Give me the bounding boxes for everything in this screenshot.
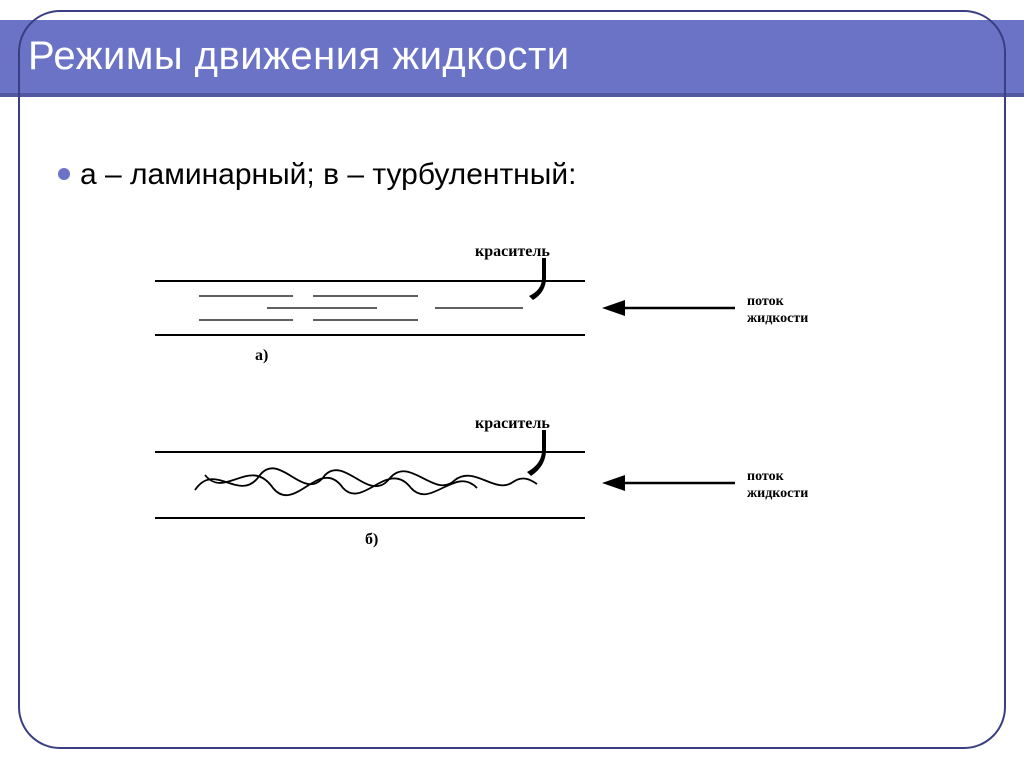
label-flow-b-1: поток <box>747 469 785 484</box>
title-band: Режимы движения жидкости <box>0 20 1024 93</box>
bullet-icon <box>58 168 70 180</box>
label-flow-a-2: жидкости <box>747 311 808 326</box>
label-dye-a: краситель <box>475 243 550 260</box>
title-underline <box>0 93 1024 97</box>
nozzle-a <box>529 258 546 300</box>
turbulent-swirl-1 <box>195 468 537 490</box>
caption-b: б) <box>365 531 378 548</box>
body-text: а – ламинарный; в – турбулентный: <box>80 158 576 191</box>
label-dye-b: краситель <box>475 415 550 432</box>
diagram-svg: краситель а) поток жидкости краситель <box>145 230 885 600</box>
slide: Режимы движения жидкости а – ламинарный;… <box>0 0 1024 767</box>
slide-title: Режимы движения жидкости <box>28 34 1024 79</box>
flow-arrow-a <box>602 300 735 316</box>
body-bullet-line: а – ламинарный; в – турбулентный: <box>58 158 576 192</box>
caption-a: а) <box>255 347 268 364</box>
flow-diagram: краситель а) поток жидкости краситель <box>145 230 885 600</box>
label-flow-a-1: поток <box>747 294 785 309</box>
label-flow-b-2: жидкости <box>747 486 808 501</box>
flow-arrow-b <box>602 475 735 491</box>
laminar-streaks <box>199 296 523 320</box>
